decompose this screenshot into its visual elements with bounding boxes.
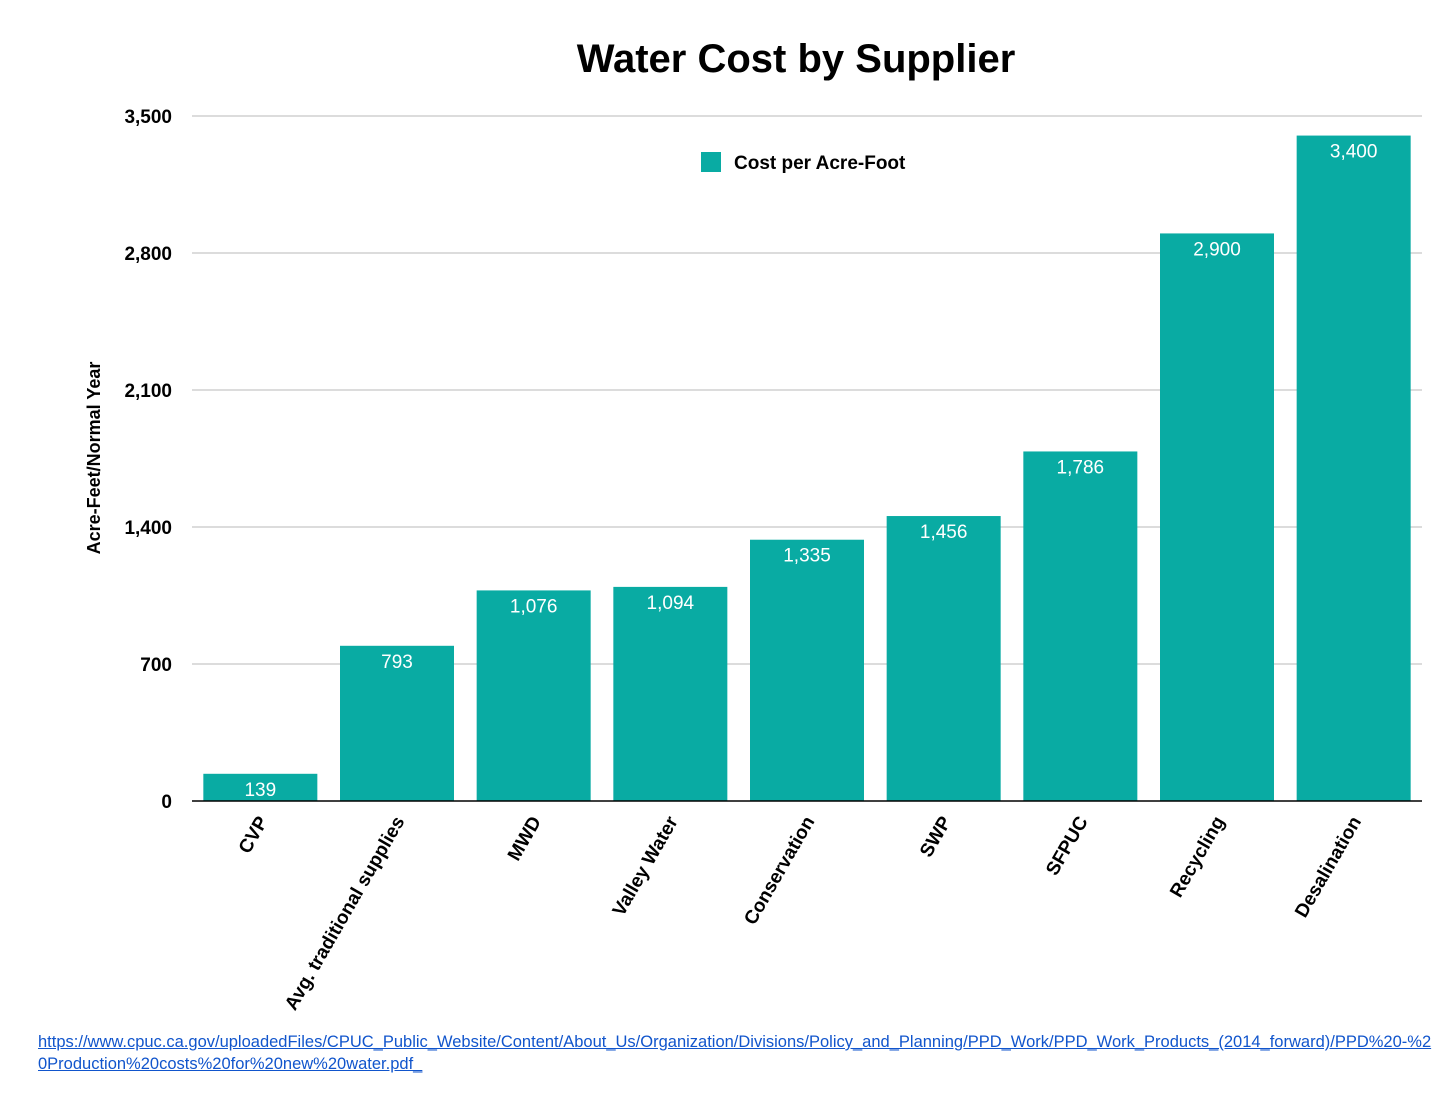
x-tick-label: CVP	[235, 813, 273, 858]
data-labels: 139 793 1,076 1,094 1,335 1,456 1,786 2,900 3,40…	[244, 142, 1377, 801]
y-tick-label: 700	[140, 655, 172, 676]
x-tick-label: Avg. traditional supplies	[281, 813, 409, 1014]
bar	[476, 590, 591, 801]
x-tick-label: Valley Water	[609, 812, 683, 919]
bar	[613, 586, 728, 801]
data-label: 1,786	[1057, 457, 1105, 478]
x-axis-category-labels: CVP Avg. traditional supplies MWD Valley Wa…	[235, 812, 1366, 1014]
bar	[1160, 233, 1274, 801]
x-tick-label: MWD	[504, 813, 546, 865]
bar	[203, 773, 318, 801]
x-tick-label: SFPUC	[1042, 813, 1093, 880]
y-tick-label: 0	[161, 792, 172, 813]
data-label: 139	[244, 780, 276, 801]
y-tick-label: 1,400	[124, 518, 172, 539]
y-axis-ticks: 0 700 1,400 2,100 2,800 3,500	[124, 107, 172, 813]
bar	[1023, 451, 1138, 801]
x-tick-label: Recycling	[1166, 813, 1229, 901]
data-label: 1,335	[783, 546, 831, 567]
source-link[interactable]: https://www.cpuc.ca.gov/uploadedFiles/CP…	[38, 1033, 1432, 1073]
data-label: 793	[381, 652, 413, 673]
data-label: 1,456	[920, 522, 968, 543]
legend-swatch	[701, 152, 721, 172]
bar	[886, 516, 1001, 801]
y-tick-label: 2,100	[124, 381, 172, 402]
chart-title: Water Cost by Supplier	[577, 37, 1016, 81]
data-label: 1,094	[647, 593, 695, 614]
data-label: 1,076	[510, 596, 558, 617]
legend-label: Cost per Acre-Foot	[734, 153, 906, 174]
y-tick-label: 3,500	[124, 107, 172, 128]
bar	[340, 645, 454, 801]
bar	[1296, 135, 1411, 802]
x-tick-label: Conservation	[740, 813, 819, 929]
y-axis-label: Acre-Feet/Normal Year	[84, 362, 104, 555]
legend: Cost per Acre-Foot	[701, 152, 906, 174]
data-label: 3,400	[1330, 142, 1378, 163]
bar-chart: Water Cost by Supplier 0 700 1,400 2,100 2,8…	[84, 37, 1422, 1014]
bars	[203, 135, 1411, 802]
data-label: 2,900	[1193, 239, 1241, 260]
x-tick-label: SWP	[916, 813, 956, 861]
bar	[750, 539, 864, 801]
x-tick-label: Desalination	[1291, 813, 1366, 921]
y-tick-label: 2,800	[124, 244, 172, 265]
